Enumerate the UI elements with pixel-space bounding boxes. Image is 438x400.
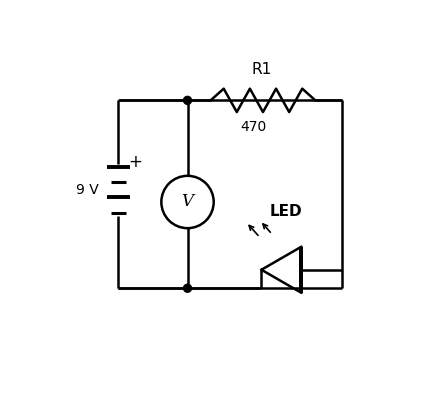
Circle shape xyxy=(184,284,191,292)
Text: +: + xyxy=(128,153,142,171)
Circle shape xyxy=(184,96,191,104)
Text: 470: 470 xyxy=(240,120,267,134)
Text: LED: LED xyxy=(270,204,302,219)
Text: 9 V: 9 V xyxy=(76,183,99,197)
Text: V: V xyxy=(181,194,194,210)
Text: R1: R1 xyxy=(251,62,272,77)
